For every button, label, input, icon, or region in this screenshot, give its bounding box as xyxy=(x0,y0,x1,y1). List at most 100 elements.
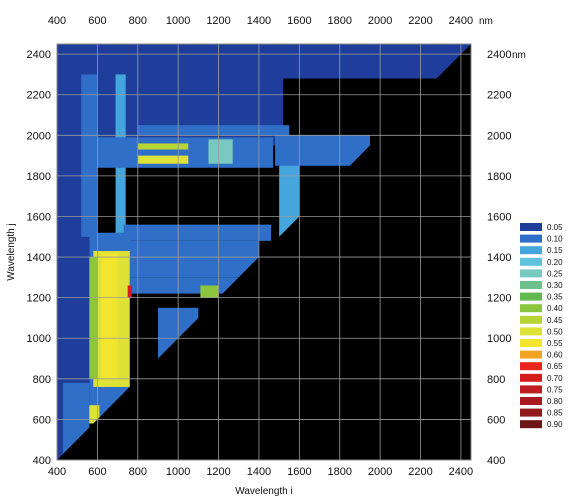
heatmap-cell xyxy=(137,125,290,136)
legend-label: 0.50 xyxy=(547,327,563,336)
y-right-tick-label: 1600 xyxy=(487,211,511,223)
y-right-tick-label: 2400 xyxy=(487,49,511,61)
y-tick-label: 800 xyxy=(33,374,51,386)
legend-label: 0.80 xyxy=(547,397,563,406)
x-tick-label: 1200 xyxy=(206,466,230,478)
x-top-tick-label: 600 xyxy=(88,15,106,27)
legend-label: 0.30 xyxy=(547,281,563,290)
legend-swatch xyxy=(520,304,542,313)
x-tick-label: 2000 xyxy=(368,466,392,478)
x-axis-title: Wavelength i xyxy=(235,486,292,497)
legend-label: 0.60 xyxy=(547,351,563,360)
y-right-tick-label: 1000 xyxy=(487,333,511,345)
heatmap-cell xyxy=(123,240,259,278)
y-right-tick-label: 2200 xyxy=(487,90,511,102)
heatmap-cell xyxy=(81,74,98,237)
y-tick-label: 1400 xyxy=(27,252,51,264)
legend-label: 0.55 xyxy=(547,339,563,348)
legend-swatch xyxy=(520,327,542,336)
x-unit-label-top: nm xyxy=(479,16,493,27)
legend-label: 0.45 xyxy=(547,316,563,325)
heatmap-cell xyxy=(208,139,233,164)
y-tick-label: 1000 xyxy=(27,333,51,345)
plot-frame xyxy=(56,43,472,461)
heatmap-cell xyxy=(101,253,118,379)
heatmap-cell xyxy=(127,285,132,298)
legend-label: 0.20 xyxy=(547,258,563,267)
legend-swatch xyxy=(520,373,542,382)
x-tick-label: 600 xyxy=(88,466,106,478)
x-top-tick-label: 1800 xyxy=(327,15,351,27)
x-axis-top-ticks: 400 600 800 1000 1200 1400 1600 1800 2000 2200 240… xyxy=(48,15,473,27)
y-right-tick-label: 2000 xyxy=(487,130,511,142)
legend-swatch xyxy=(520,292,542,301)
legend-swatch xyxy=(520,234,542,243)
legend-label: 0.35 xyxy=(547,293,563,302)
y-unit-label-right: nm xyxy=(512,50,526,61)
legend-swatch xyxy=(520,269,542,278)
legend-label: 0.40 xyxy=(547,304,563,313)
x-tick-label: 1400 xyxy=(247,466,271,478)
legend-swatch xyxy=(520,315,542,324)
heatmap-cell xyxy=(275,135,371,166)
x-tick-label: 1000 xyxy=(166,466,190,478)
legend-swatch xyxy=(520,397,542,405)
y-right-tick-label: 400 xyxy=(487,455,505,467)
x-tick-label: 1800 xyxy=(327,466,351,478)
x-top-tick-label: 1000 xyxy=(166,15,190,27)
legend-swatch xyxy=(520,408,542,417)
legend-swatch xyxy=(520,420,542,429)
empty-triangle-mask xyxy=(57,44,471,460)
y-right-tick-label: 1200 xyxy=(487,293,511,305)
y-right-tick-label: 1800 xyxy=(487,171,511,183)
legend-swatch xyxy=(520,257,542,266)
y-tick-label: 400 xyxy=(33,455,51,467)
y-tick-label: 2200 xyxy=(27,90,51,102)
legend-label: 0.10 xyxy=(547,235,563,244)
legend-label: 0.15 xyxy=(547,246,563,255)
legend-label: 0.25 xyxy=(547,269,563,278)
x-top-tick-label: 2000 xyxy=(368,15,392,27)
x-tick-label: 2200 xyxy=(408,466,432,478)
heatmap-cell xyxy=(137,155,189,164)
y-tick-label: 2000 xyxy=(27,130,51,142)
heatmap-cell xyxy=(89,257,98,379)
x-top-tick-label: 1400 xyxy=(247,15,271,27)
legend-swatch xyxy=(520,385,542,394)
y-axis-left-ticks: 400 600 800 1000 1200 1400 1600 1800 2000 2200 240… xyxy=(27,49,51,467)
legend-label: 0.70 xyxy=(547,374,563,383)
x-top-tick-label: 2200 xyxy=(408,15,432,27)
x-tick-label: 2400 xyxy=(449,466,473,478)
x-top-tick-label: 1600 xyxy=(287,15,311,27)
heatmap-cell xyxy=(137,143,189,150)
legend-swatch xyxy=(520,350,542,359)
legend-swatch xyxy=(520,281,542,289)
legend-label: 0.05 xyxy=(547,223,563,232)
x-tick-label: 1600 xyxy=(287,466,311,478)
legend-label: 0.85 xyxy=(547,409,563,418)
y-tick-label: 1800 xyxy=(27,171,51,183)
legend-swatch xyxy=(520,246,542,255)
legend-swatch xyxy=(520,223,542,231)
heatmap-cell xyxy=(200,285,219,298)
legend-swatch xyxy=(520,339,542,347)
grid-lines xyxy=(56,44,471,461)
x-tick-label: 400 xyxy=(48,466,66,478)
y-tick-label: 1600 xyxy=(27,211,51,223)
y-tick-label: 600 xyxy=(33,414,51,426)
y-right-tick-label: 600 xyxy=(487,414,505,426)
heatmap-cell xyxy=(57,44,471,79)
x-tick-label: 800 xyxy=(129,466,147,478)
y-right-tick-label: 1400 xyxy=(487,252,511,264)
color-legend: 0.05 0.10 0.15 0.20 0.25 0.30 0.35 0.40 0.45 0.50… xyxy=(520,223,563,429)
x-top-tick-label: 2400 xyxy=(449,15,473,27)
x-top-tick-label: 400 xyxy=(48,15,66,27)
y-right-tick-label: 800 xyxy=(487,374,505,386)
legend-swatch xyxy=(520,362,542,371)
heatmap-cell xyxy=(123,224,272,241)
y-tick-label: 2400 xyxy=(27,49,51,61)
x-top-tick-label: 800 xyxy=(129,15,147,27)
y-tick-label: 1200 xyxy=(27,293,51,305)
legend-label: 0.90 xyxy=(547,420,563,429)
